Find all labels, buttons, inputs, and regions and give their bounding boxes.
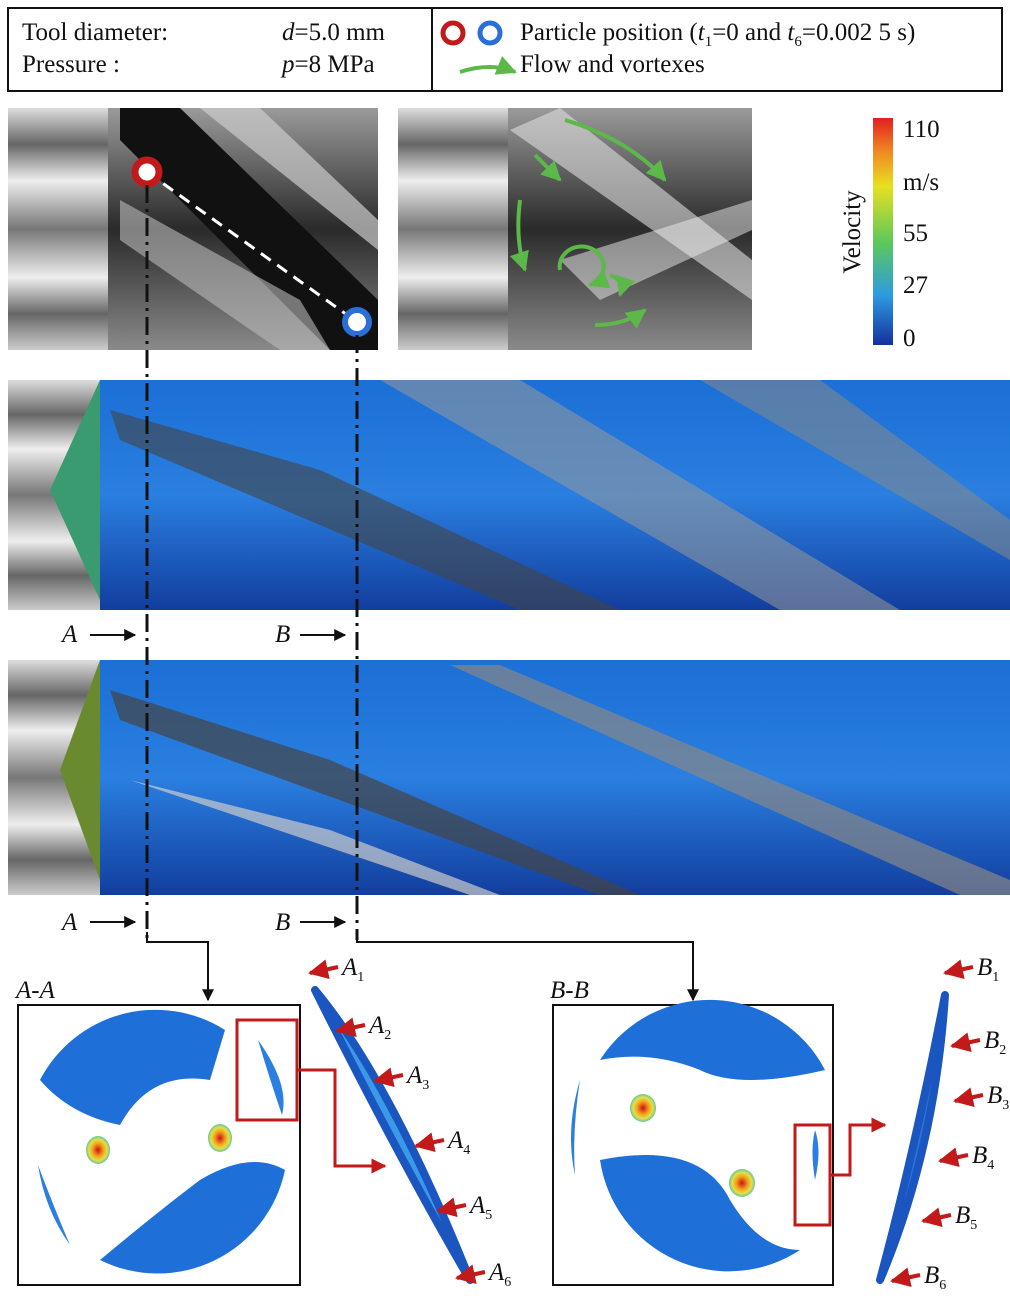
- value: =8 MPa: [295, 51, 375, 78]
- point-label: A2: [367, 1012, 391, 1043]
- legend-particle: Particle position (t1=0 and t6=0.002 5 s…: [520, 19, 915, 50]
- cut-label: A: [60, 909, 78, 936]
- section-title: A-A: [14, 977, 56, 1004]
- cut-label: A: [60, 621, 78, 648]
- subscript: 3: [1002, 1098, 1009, 1113]
- cfd-surface: [8, 660, 1010, 895]
- pointer-arrow: [923, 1215, 951, 1221]
- header-label: Pressure :: [22, 51, 120, 78]
- subscript: 1: [705, 34, 713, 50]
- letter: A: [340, 954, 358, 981]
- pointer-arrow: [940, 1155, 968, 1161]
- section-a: [18, 990, 470, 1285]
- point-label: A4: [446, 1127, 470, 1158]
- letter: B: [977, 954, 992, 981]
- cut-label: B: [275, 909, 290, 936]
- pointer-arrow: [892, 1275, 920, 1281]
- letter: B: [924, 1262, 939, 1289]
- subscript: 2: [384, 1028, 391, 1043]
- pointer-arrow: [945, 967, 973, 973]
- subscript: 2: [999, 1043, 1006, 1058]
- subscript: 5: [970, 1218, 977, 1233]
- cut-label: B: [275, 621, 290, 648]
- colorbar-tick: 0: [903, 325, 916, 352]
- point-label: A3: [405, 1062, 429, 1093]
- letter: B: [972, 1142, 987, 1169]
- figure: Tool diameter: Pressure : d=5.0 mm p=8 M…: [0, 0, 1010, 1296]
- colorbar-tick: 27: [903, 272, 928, 299]
- colorbar-tick: 55: [903, 220, 928, 247]
- letter: B: [955, 1202, 970, 1229]
- colorbar-unit: m/s: [903, 169, 939, 196]
- point-label: A5: [468, 1192, 492, 1223]
- point-label: B6: [924, 1262, 946, 1293]
- point-label: A1: [340, 954, 364, 985]
- pointer-arrow: [416, 1140, 444, 1146]
- colorbar-tick: 110: [903, 116, 940, 143]
- subscript: 4: [463, 1143, 470, 1158]
- subscript: 4: [987, 1158, 994, 1173]
- header-value: d=5.0 mm: [282, 19, 386, 46]
- pointer-arrow: [952, 1040, 980, 1046]
- letter: A: [405, 1062, 423, 1089]
- subscript: 1: [992, 970, 999, 985]
- value: =5.0 mm: [295, 19, 386, 46]
- point-label: B3: [987, 1082, 1009, 1113]
- point-label: A6: [487, 1259, 511, 1290]
- section-title: B-B: [550, 977, 589, 1004]
- colorbar-title: Velocity: [839, 190, 866, 274]
- text: =0.002 5 s): [802, 19, 915, 46]
- subscript: 1: [357, 970, 364, 985]
- header-label: Tool diameter:: [22, 19, 168, 46]
- symbol: p: [280, 51, 295, 78]
- colorbar: [873, 118, 893, 345]
- point-label: B1: [977, 954, 999, 985]
- letter: A: [487, 1259, 505, 1286]
- section-b: [553, 995, 945, 1285]
- subscript: 6: [504, 1275, 511, 1290]
- point-label: B2: [984, 1027, 1006, 1058]
- pointer-arrow: [310, 967, 338, 973]
- subscript: 5: [485, 1208, 492, 1223]
- point-label: B5: [955, 1202, 977, 1233]
- pointer-arrow: [955, 1095, 983, 1101]
- letter: A: [446, 1127, 464, 1154]
- letter: B: [987, 1082, 1002, 1109]
- letter: A: [367, 1012, 385, 1039]
- text: Particle position (: [520, 19, 698, 46]
- subscript: 6: [939, 1278, 946, 1293]
- legend-flow: Flow and vortexes: [520, 51, 705, 78]
- letter: A: [468, 1192, 486, 1219]
- subscript: 3: [422, 1078, 429, 1093]
- text: =0 and: [712, 19, 787, 46]
- symbol: d: [282, 19, 295, 46]
- photo-left: [8, 108, 378, 350]
- cfd-streamlines: [8, 380, 1010, 610]
- header-value: p=8 MPa: [280, 51, 375, 78]
- point-label: B4: [972, 1142, 994, 1173]
- letter: B: [984, 1027, 999, 1054]
